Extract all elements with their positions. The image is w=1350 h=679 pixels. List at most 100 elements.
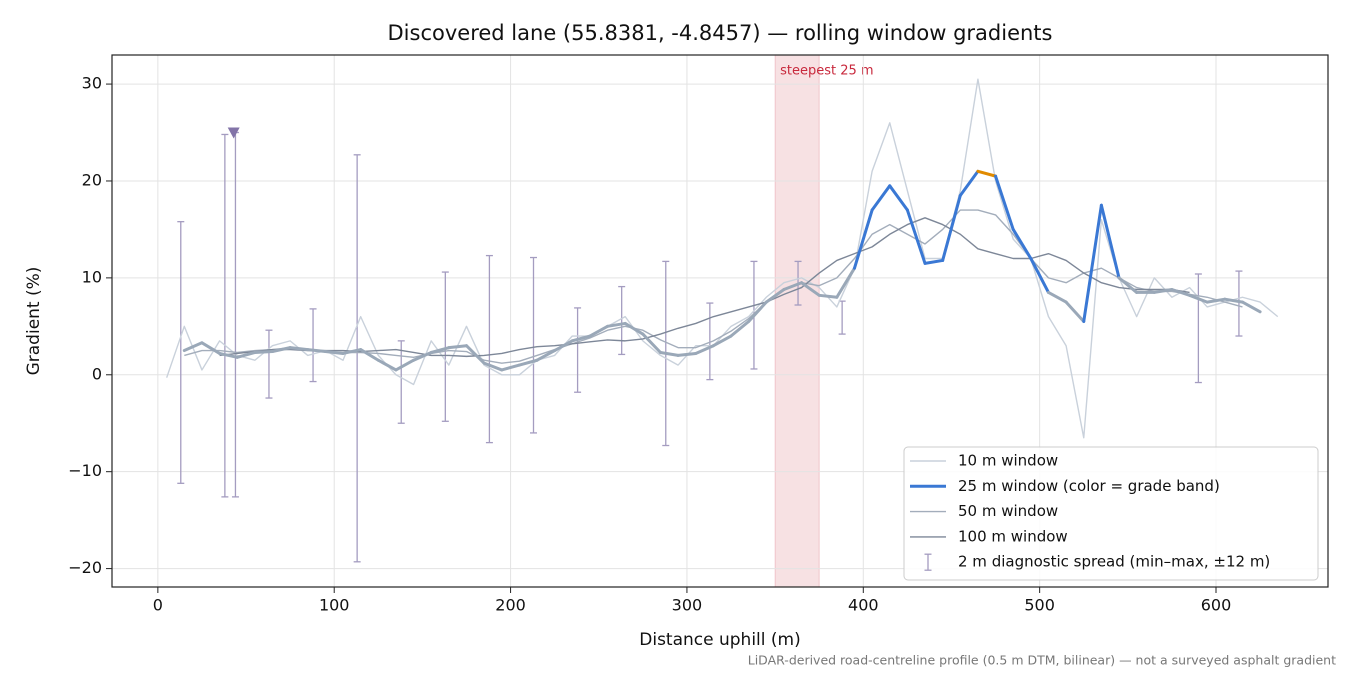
line-segment — [553, 339, 574, 353]
error-bar — [309, 308, 317, 383]
error-bar — [1235, 270, 1243, 337]
line-segment — [782, 281, 804, 292]
y-tick-label: 20 — [82, 170, 102, 189]
x-tick-label: 600 — [1201, 596, 1232, 615]
y-tick-label: 0 — [92, 364, 102, 383]
highlight-span — [774, 54, 820, 588]
line-segment — [1223, 297, 1244, 304]
line-segment — [835, 266, 856, 299]
line-segment — [235, 350, 257, 359]
line-segment — [711, 334, 733, 348]
line-segment — [888, 184, 909, 212]
error-bar — [397, 340, 405, 424]
error-bar — [265, 329, 273, 399]
plot-frame — [111, 54, 1329, 588]
line-segment — [606, 321, 627, 328]
x-tick-label: 200 — [495, 596, 526, 615]
span-label: steepest 25 m — [780, 64, 873, 79]
line-segment — [958, 169, 980, 198]
x-tick-label: 500 — [1024, 596, 1055, 615]
line-segment — [341, 348, 363, 355]
line-segment — [1152, 288, 1174, 294]
line-segment — [817, 293, 839, 299]
legend-label: 100 m window — [958, 527, 1068, 545]
chart-title: Discovered lane (55.8381, -4.8457) — rol… — [388, 21, 1053, 45]
x-tick-label: 400 — [848, 596, 879, 615]
line-series — [184, 209, 1243, 364]
x-axis-label: Distance uphill (m) — [639, 630, 800, 650]
line-segment — [1170, 288, 1192, 297]
line-segment — [500, 363, 521, 372]
line-segment — [994, 174, 1015, 231]
error-bar — [441, 271, 449, 422]
y-tick-label: −10 — [68, 461, 102, 480]
line-segment — [941, 194, 962, 262]
line-segment — [517, 358, 539, 367]
y-tick-label: 30 — [82, 74, 102, 93]
legend-label: 10 m window — [958, 452, 1058, 470]
error-bar — [529, 256, 537, 434]
line-segment — [923, 258, 945, 265]
line-segment — [447, 344, 468, 350]
line-segment — [1029, 256, 1050, 294]
line-segment — [1240, 300, 1262, 314]
line-segment — [1188, 293, 1209, 304]
line-segment — [1046, 290, 1068, 304]
error-bar — [618, 285, 626, 356]
legend-box — [903, 446, 1319, 581]
x-tick-label: 0 — [153, 596, 163, 615]
line-segment — [658, 350, 680, 357]
line-segment — [676, 351, 698, 357]
line-segment — [376, 358, 398, 372]
line-segment — [1117, 276, 1139, 294]
x-tick-label: 300 — [672, 596, 703, 615]
error-bar — [838, 300, 846, 335]
line-segment — [1011, 227, 1033, 260]
line-segment — [306, 348, 327, 354]
line-segment — [253, 350, 274, 354]
line-segment — [623, 321, 645, 336]
line-segment — [270, 346, 292, 354]
line-segment — [412, 350, 433, 362]
line-segment — [394, 358, 416, 372]
marker — [227, 127, 240, 139]
legend-label: 50 m window — [958, 502, 1058, 520]
line-segment — [764, 288, 786, 304]
error-bar — [221, 133, 229, 498]
error-bar — [231, 131, 239, 498]
line-segment — [588, 324, 610, 338]
y-tick-label: −20 — [68, 558, 102, 577]
line-segment — [200, 341, 222, 355]
line-series — [219, 217, 1190, 358]
footnote: LiDAR-derived road-centreline profile (0… — [748, 653, 1336, 668]
line-segment — [359, 348, 380, 362]
line-segment — [852, 208, 874, 270]
legend-label: 2 m diagnostic spread (min–max, ±12 m) — [958, 553, 1270, 571]
x-tick-label: 100 — [319, 596, 350, 615]
legend-label: 25 m window (color = grade band) — [958, 477, 1220, 495]
error-bar — [353, 154, 361, 563]
line-segment — [182, 341, 204, 353]
line-segment — [535, 349, 557, 362]
line-segment — [870, 184, 892, 212]
line-segment — [1064, 300, 1086, 323]
line-segment — [482, 361, 504, 372]
line-segment — [641, 332, 662, 354]
error-bar — [177, 221, 185, 484]
line-segment — [729, 319, 751, 338]
y-axis-label: Gradient (%) — [24, 267, 44, 376]
line-segment — [429, 346, 451, 354]
error-bar — [485, 254, 493, 444]
line-segment — [1082, 203, 1103, 323]
line-segment — [905, 208, 927, 265]
line-segment — [218, 351, 239, 359]
error-bar — [706, 302, 714, 381]
line-segment — [323, 350, 345, 355]
error-bar — [574, 307, 582, 393]
line-segment — [1099, 203, 1121, 280]
line-segment — [800, 281, 821, 297]
line-segment — [1205, 297, 1227, 304]
line-segment — [288, 346, 310, 352]
line-series — [166, 78, 1279, 439]
